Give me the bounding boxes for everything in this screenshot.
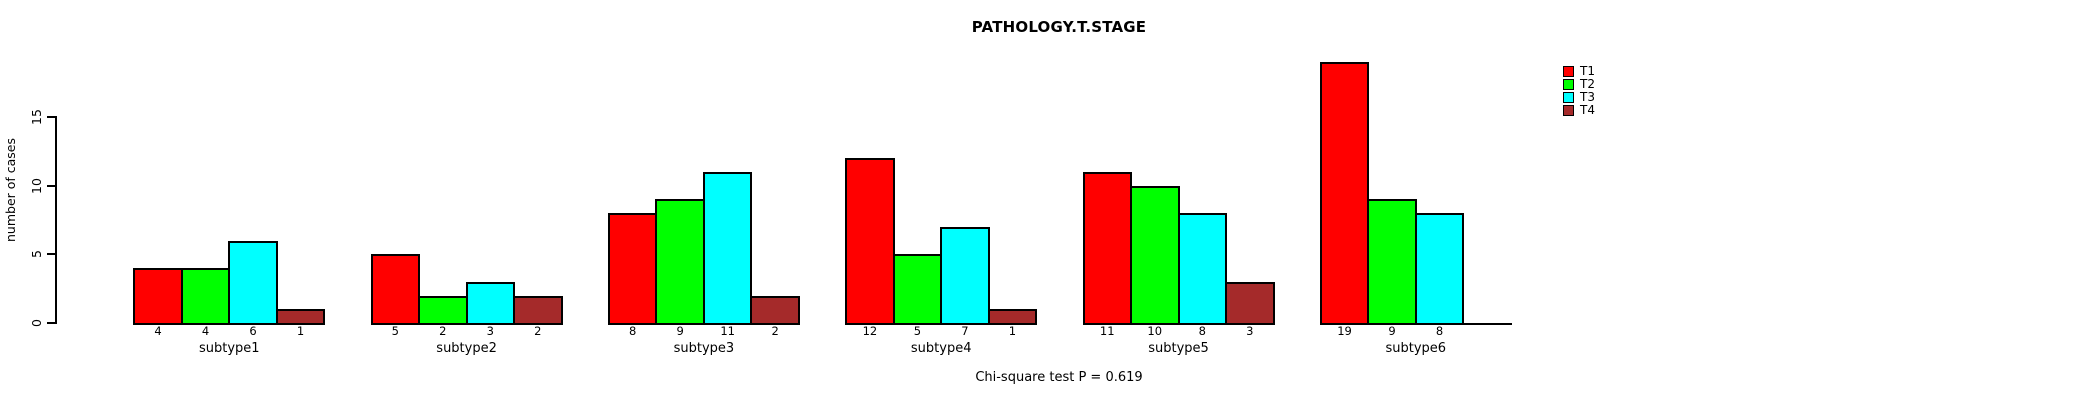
bar-count-label: 4 <box>154 324 162 338</box>
bar-count-label: 4 <box>201 324 210 338</box>
bar-t1-subtype5 <box>1082 171 1132 325</box>
bar-count-label: 11 <box>1099 324 1115 338</box>
bar-t2-subtype5 <box>1130 185 1180 325</box>
bar-t1-subtype6 <box>1319 61 1370 325</box>
bar-t4-subtype2 <box>513 295 563 325</box>
bar-t4-subtype3 <box>750 295 800 325</box>
bar-count-label: 2 <box>771 324 779 338</box>
bar-count-label: 9 <box>1388 324 1396 338</box>
bar-count-label: 10 <box>1147 324 1163 338</box>
bar-t1-subtype2 <box>370 254 421 325</box>
y-axis-tick <box>46 115 56 118</box>
y-axis-tick-label: 15 <box>28 108 44 125</box>
bar-count-label: 5 <box>391 324 399 338</box>
bar-count-label: 2 <box>439 324 447 338</box>
bar-t2-subtype6 <box>1367 199 1417 325</box>
y-axis-tick-label: 5 <box>28 250 44 259</box>
y-axis-tick-label: 10 <box>28 177 44 194</box>
bar-count-label: 3 <box>486 324 494 338</box>
bar-count-label: 9 <box>676 324 684 338</box>
category-label: subtype5 <box>1148 341 1209 356</box>
bar-count-label: 19 <box>1337 324 1352 338</box>
legend-label-t1: T1 <box>1580 64 1595 78</box>
chart-title: PATHOLOGY.T.STAGE <box>971 18 1147 36</box>
legend-item-t4: T4 <box>1563 102 1595 117</box>
bar-t2-subtype1 <box>180 268 231 325</box>
y-axis-line <box>54 115 57 324</box>
bar-t4-subtype6-zero <box>1462 323 1512 325</box>
bar-t3-subtype2 <box>465 281 516 325</box>
bar-count-label: 2 <box>534 324 542 338</box>
legend-item-t3: T3 <box>1563 89 1595 104</box>
legend-swatch-t3 <box>1563 91 1574 103</box>
bar-t3-subtype6 <box>1414 213 1465 325</box>
bar-t2-subtype2 <box>418 295 468 325</box>
bar-count-label: 12 <box>862 324 878 338</box>
bar-t4-subtype5 <box>1225 281 1275 325</box>
bar-t4-subtype4 <box>987 309 1038 325</box>
bar-t1-subtype4 <box>845 158 895 325</box>
bar-count-label: 1 <box>296 324 305 338</box>
category-label: subtype6 <box>1385 341 1447 356</box>
y-axis-tick <box>46 322 56 324</box>
bar-count-label: 7 <box>961 324 969 338</box>
bar-t1-subtype3 <box>607 213 658 325</box>
bar-count-label: 5 <box>913 324 922 338</box>
bar-t3-subtype5 <box>1177 213 1227 325</box>
bar-count-label: 8 <box>628 324 637 338</box>
legend-swatch-t4 <box>1563 104 1574 116</box>
legend-swatch-t1 <box>1563 66 1574 77</box>
bar-t2-subtype4 <box>892 254 943 325</box>
bar-count-label: 8 <box>1198 324 1206 338</box>
y-axis-label: number of cases <box>2 137 18 243</box>
bar-count-label: 3 <box>1246 324 1254 338</box>
bar-t3-subtype3 <box>702 171 753 325</box>
category-label: subtype1 <box>199 341 260 356</box>
bar-t2-subtype3 <box>655 199 705 325</box>
legend-swatch-t2 <box>1563 78 1574 90</box>
legend-label-t2: T2 <box>1580 76 1595 91</box>
legend-label-t3: T3 <box>1580 89 1595 104</box>
category-label: subtype2 <box>436 341 497 356</box>
y-axis-tick-label: 0 <box>28 319 44 327</box>
bar-count-label: 8 <box>1435 324 1444 338</box>
legend-label-t4: T4 <box>1580 102 1595 117</box>
category-label: subtype3 <box>673 341 735 356</box>
chi-square-note: Chi-square test P = 0.619 <box>975 370 1143 385</box>
bar-t4-subtype1 <box>275 309 326 325</box>
legend: T1 T2 T3 T4 <box>1563 64 1595 117</box>
bar-count-label: 1 <box>1008 324 1017 338</box>
y-axis-tick <box>46 253 56 256</box>
category-label: subtype4 <box>910 341 972 356</box>
y-axis-tick <box>46 184 56 187</box>
legend-item-t1: T1 <box>1563 64 1595 78</box>
bar-t1-subtype1 <box>133 268 183 325</box>
bar-count-label: 6 <box>249 324 257 338</box>
bar-count-label: 11 <box>720 324 735 338</box>
bar-t3-subtype1 <box>228 240 278 325</box>
legend-item-t2: T2 <box>1563 76 1595 91</box>
bar-t3-subtype4 <box>940 226 990 325</box>
